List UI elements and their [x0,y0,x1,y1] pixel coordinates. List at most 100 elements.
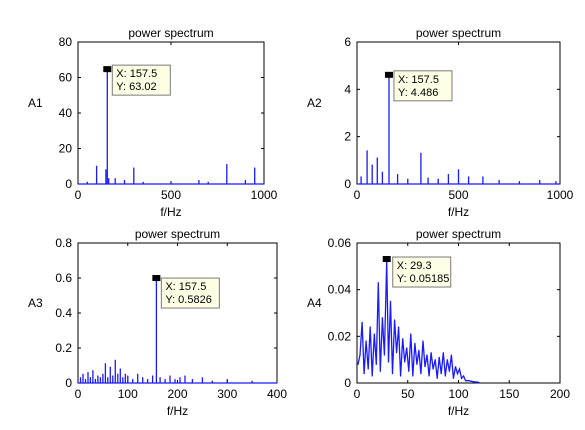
datatip-marker [152,275,161,282]
y-tick-label: 0.4 [55,306,72,320]
data-point [99,377,101,379]
data-point [414,342,416,344]
data-point [397,173,399,176]
y-tick-label: 0 [65,376,72,390]
data-point [164,378,166,381]
data-point [468,176,470,178]
data-point [133,167,135,169]
data-point [434,359,436,361]
data-point [360,176,362,178]
data-point [460,377,463,379]
data-point [207,181,209,183]
plot-area [77,242,278,384]
x-tick-label: 50 [401,387,415,401]
data-point [375,363,377,365]
x-tick-label: 400 [267,387,287,401]
data-point [152,375,154,377]
x-tick-label: 1000 [251,188,278,202]
datatip-x-text: X: 29.3 [397,260,432,272]
data-point [444,375,446,377]
y-tick-label: 20 [59,142,73,156]
data-point [174,378,176,381]
data-point [438,356,440,358]
chart-title: power spectrum [135,227,220,241]
data-point [446,359,448,361]
data-point [211,380,213,382]
y-tick-label: 0.8 [55,236,72,250]
data-point [117,373,119,375]
data-point [452,377,455,379]
data-point [369,326,371,328]
y-tick-label: 80 [59,35,73,49]
y-tick-label: 0.06 [328,236,352,250]
data-point [107,377,109,379]
data-point [420,152,422,154]
data-point [440,373,442,375]
subplot-4: 0 50 100 150 200 0 0.02 0.04 0.06 power spectrum f… [307,227,570,418]
data-point [395,352,398,354]
data-point [457,169,460,171]
data-point [159,377,161,379]
x-tick-label: 200 [167,387,187,401]
y-tick-label: 2 [344,130,351,144]
data-point [518,181,521,183]
data-point [456,373,459,375]
datatip-y-text: Y: 0.05185 [397,273,450,285]
data-point [410,333,412,335]
x-axis-label: f/Hz [167,404,188,418]
data-point [498,179,500,182]
data-point [407,178,409,180]
data-point [114,178,116,180]
subplot-2: 0 500 1000 0 2 4 6 power spectrum f/Hz A2 X: 157.5… [307,26,574,219]
data-point [437,178,439,180]
datatip-box [111,64,171,96]
y-tick-label: 6 [344,35,351,49]
data-point [254,167,256,169]
y-tick-label: 0 [344,376,351,390]
y-tick-label: 0.04 [328,283,352,297]
data-point [127,375,129,377]
data-point [468,380,470,382]
data-point [365,340,367,342]
data-point [105,169,107,171]
data-point [97,375,99,377]
data-point [555,181,557,183]
data-point [454,366,457,368]
y-tick-label: 60 [59,71,73,85]
data-point [201,377,203,379]
data-point [147,378,149,381]
y-axis-label: A3 [28,296,43,310]
x-tick-label: 150 [499,387,519,401]
data-point [359,354,361,356]
data-point [398,326,400,328]
y-tick-label: 0 [65,177,72,191]
data-point [170,181,172,183]
data-point [432,368,434,370]
y-tick-label: 40 [59,106,73,120]
data-point [462,375,465,377]
data-point [408,370,410,372]
data-point [381,171,383,173]
y-tick-label: 0.02 [328,329,352,343]
data-point [393,319,396,321]
data-point [404,361,406,363]
datatip-box [392,256,452,288]
data-point [122,377,124,379]
data-point [104,363,106,365]
data-point [244,179,246,182]
x-axis-label: f/Hz [448,404,469,418]
data-point [416,363,418,365]
x-tick-label: 100 [448,387,468,401]
data-point [89,377,92,379]
data-point [420,373,422,375]
x-tick-label: 300 [217,387,237,401]
data-point [226,378,228,381]
data-point [422,340,424,342]
y-axis-label: A4 [307,296,322,310]
plot-area [356,41,561,185]
data-point [478,381,480,383]
x-tick-label: 0 [354,387,361,401]
data-point [169,375,171,377]
data-point [82,373,84,375]
data-point [87,371,89,374]
